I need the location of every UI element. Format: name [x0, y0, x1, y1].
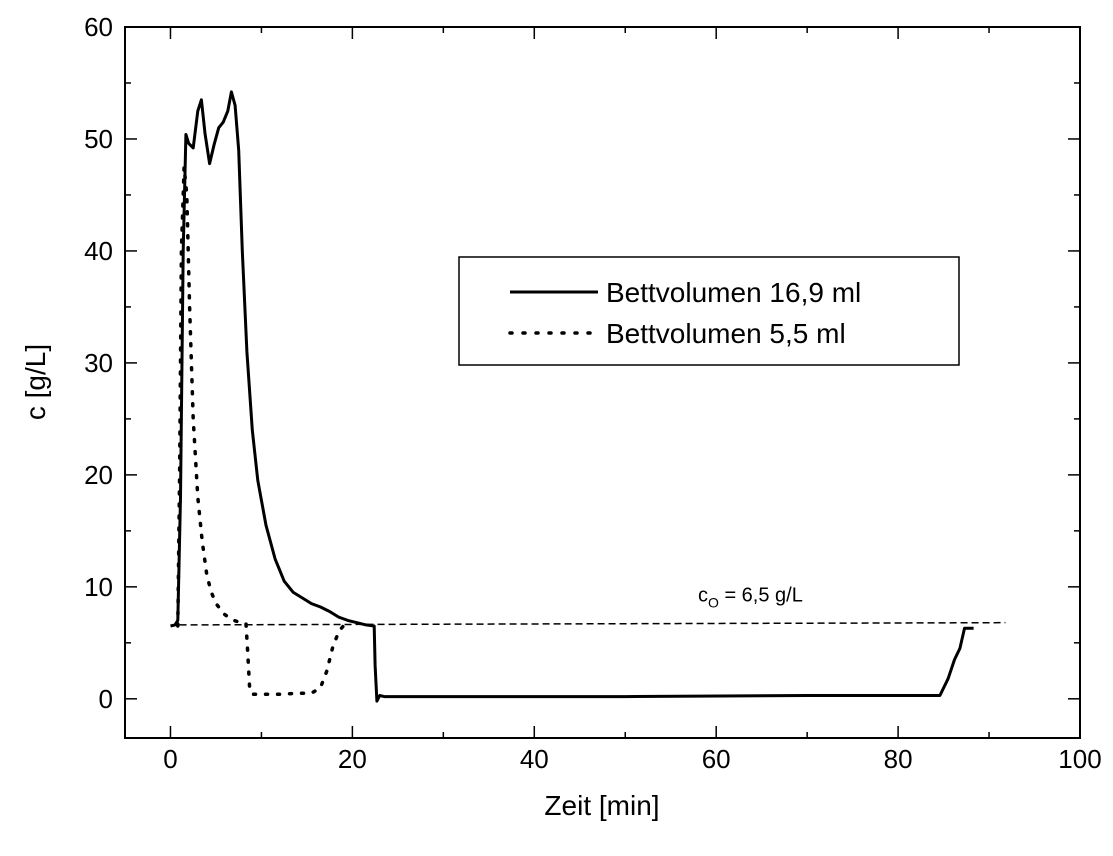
y-tick-label: 10 — [84, 572, 113, 602]
y-tick-label: 30 — [84, 348, 113, 378]
y-tick-label: 40 — [84, 236, 113, 266]
series-line-2 — [176, 166, 347, 697]
x-axis-label: Zeit [min] — [544, 790, 659, 821]
y-axis-tick-labels: 0 10 20 30 40 50 60 — [84, 12, 113, 714]
x-tick-label: 0 — [163, 744, 177, 774]
y-tick-label: 20 — [84, 460, 113, 490]
x-axis-ticks — [169, 27, 1081, 738]
y-tick-label: 0 — [99, 684, 113, 714]
y-axis-label: c [g/L] — [20, 344, 51, 420]
legend: Bettvolumen 16,9 ml Bettvolumen 5,5 ml — [458, 256, 960, 366]
reference-label-rest: = 6,5 g/L — [719, 584, 803, 606]
x-tick-label: 20 — [338, 744, 367, 774]
x-axis-tick-labels: 0 20 40 60 80 100 — [163, 744, 1101, 774]
y-axis-ticks — [125, 26, 1080, 700]
x-tick-label: 80 — [884, 744, 913, 774]
series-line-1 — [170, 90, 974, 703]
x-tick-label: 60 — [702, 744, 731, 774]
y-tick-label: 60 — [84, 12, 113, 42]
x-tick-label: 40 — [520, 744, 549, 774]
reference-label-subscript: O — [708, 594, 719, 610]
series-layer — [170, 90, 974, 703]
plot-frame — [124, 26, 1081, 739]
reference-line-label: cO = 6,5 g/L — [698, 584, 803, 610]
reference-label-main: c — [698, 584, 708, 606]
legend-label-series-1: Bettvolumen 16,9 ml — [606, 277, 861, 308]
legend-label-series-2: Bettvolumen 5,5 ml — [606, 318, 846, 349]
x-tick-label: 100 — [1058, 744, 1101, 774]
legend-box — [458, 256, 960, 366]
reference-line — [179, 621, 1006, 626]
reference-line-group: cO = 6,5 g/L — [179, 584, 1006, 626]
y-tick-label: 50 — [84, 124, 113, 154]
